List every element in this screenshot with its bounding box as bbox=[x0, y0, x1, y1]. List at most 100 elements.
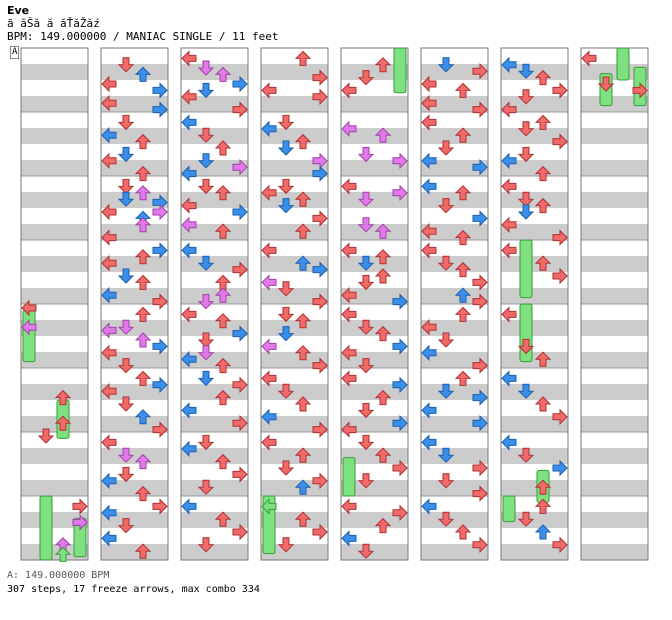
beat-stripe bbox=[581, 192, 648, 208]
step-arrow bbox=[117, 518, 135, 534]
step-arrow bbox=[472, 158, 488, 176]
beat-stripe bbox=[501, 128, 568, 144]
step-arrow bbox=[214, 357, 232, 374]
step-arrow bbox=[534, 524, 552, 540]
step-arrow bbox=[152, 338, 168, 355]
beat-stripe bbox=[181, 96, 248, 112]
beat-stripe bbox=[341, 288, 408, 304]
step-arrow bbox=[501, 434, 517, 451]
step-arrow bbox=[454, 127, 472, 143]
step-arrow bbox=[374, 57, 392, 73]
step-arrow bbox=[277, 326, 295, 342]
step-arrow bbox=[277, 383, 295, 399]
beat-stripe bbox=[181, 512, 248, 528]
step-arrow bbox=[134, 485, 152, 502]
stats-line: 307 steps, 17 freeze arrows, max combo 3… bbox=[7, 584, 260, 595]
step-arrow bbox=[552, 82, 568, 99]
beat-stripe bbox=[101, 416, 168, 432]
beat-stripe bbox=[101, 384, 168, 400]
beat-stripe bbox=[261, 256, 328, 272]
step-arrow bbox=[341, 306, 357, 323]
step-arrow bbox=[421, 152, 437, 170]
step-arrow bbox=[134, 249, 152, 265]
beat-stripe bbox=[421, 256, 488, 272]
beat-stripe bbox=[21, 128, 88, 144]
beat-stripe bbox=[101, 256, 168, 272]
beat-stripe bbox=[261, 512, 328, 528]
beat-stripe bbox=[581, 512, 648, 528]
step-arrow bbox=[294, 133, 312, 150]
step-arrow bbox=[261, 184, 277, 202]
step-arrow bbox=[534, 351, 552, 367]
step-arrow bbox=[197, 82, 215, 99]
beat-stripe bbox=[101, 352, 168, 368]
step-arrow bbox=[501, 152, 517, 170]
step-arrow bbox=[421, 402, 437, 419]
step-arrow bbox=[117, 447, 135, 463]
beat-stripe bbox=[421, 384, 488, 400]
beat-stripe bbox=[421, 64, 488, 80]
step-arrow bbox=[232, 466, 248, 483]
step-arrow bbox=[392, 184, 408, 202]
beat-stripe bbox=[581, 96, 648, 112]
step-arrow bbox=[312, 69, 328, 86]
beat-stripe bbox=[21, 416, 88, 432]
beat-stripe bbox=[421, 416, 488, 432]
step-arrow bbox=[197, 370, 215, 387]
beat-stripe bbox=[501, 352, 568, 368]
beat-stripe bbox=[501, 512, 568, 528]
step-arrow bbox=[437, 473, 455, 489]
step-arrow bbox=[277, 140, 295, 156]
step-arrow bbox=[341, 370, 357, 387]
step-arrow bbox=[454, 229, 472, 246]
beat-stripe bbox=[181, 448, 248, 464]
freeze-arrow bbox=[22, 309, 36, 363]
step-arrow bbox=[101, 152, 117, 170]
step-arrow bbox=[534, 396, 552, 412]
step-arrow bbox=[534, 114, 552, 130]
step-arrow bbox=[294, 345, 312, 361]
step-arrow bbox=[312, 472, 328, 490]
step-arrow bbox=[517, 191, 535, 207]
beat-stripe bbox=[261, 224, 328, 240]
step-arrow bbox=[197, 255, 215, 271]
step-arrow bbox=[232, 101, 248, 118]
step-arrow bbox=[152, 101, 168, 118]
chart-column bbox=[340, 47, 409, 561]
beat-stripe bbox=[261, 128, 328, 144]
chart-footer: A: 149.000000 BPM 307 steps, 17 freeze a… bbox=[7, 569, 260, 597]
beat-stripe bbox=[421, 160, 488, 176]
step-arrow bbox=[357, 319, 375, 335]
freeze-arrow bbox=[502, 495, 516, 523]
beat-stripe bbox=[21, 512, 88, 528]
step-arrow bbox=[357, 255, 375, 271]
step-arrow bbox=[341, 178, 357, 195]
beat-stripe bbox=[501, 256, 568, 272]
chart-column bbox=[260, 47, 329, 561]
step-arrow bbox=[181, 402, 197, 419]
step-arrow bbox=[501, 216, 517, 234]
step-arrow bbox=[181, 242, 197, 259]
beat-stripe bbox=[341, 96, 408, 112]
step-arrow bbox=[294, 255, 312, 271]
step-arrow bbox=[454, 82, 472, 98]
step-arrow bbox=[454, 261, 472, 278]
beat-stripe bbox=[181, 544, 248, 560]
chart-header: Eve ã ăŠă ă ăŤăŽăź BPM: 149.000000 / MAN… bbox=[7, 4, 279, 43]
beat-stripe bbox=[501, 64, 568, 80]
step-arrow bbox=[454, 306, 472, 322]
step-arrow bbox=[472, 459, 488, 477]
step-arrow bbox=[374, 389, 392, 406]
step-arrow bbox=[54, 415, 72, 431]
step-arrow bbox=[421, 75, 437, 93]
step-arrow bbox=[117, 268, 135, 284]
step-arrow bbox=[374, 447, 392, 463]
beat-stripe bbox=[501, 288, 568, 304]
step-arrow bbox=[197, 434, 215, 451]
step-arrow bbox=[232, 523, 248, 541]
beat-stripe bbox=[341, 448, 408, 464]
beat-stripe bbox=[581, 64, 648, 80]
step-arrow bbox=[181, 165, 197, 182]
beat-stripe bbox=[421, 224, 488, 240]
step-arrow bbox=[294, 511, 312, 527]
